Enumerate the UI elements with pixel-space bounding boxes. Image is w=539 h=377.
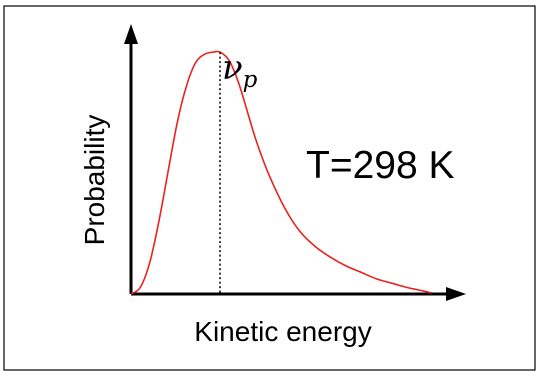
y-axis-arrow [124,24,138,44]
peak-label: νp [222,48,258,93]
temperature-label: T=298 K [306,144,455,187]
peak-symbol: ν [222,48,243,88]
x-axis-label: Kinetic energy [194,316,371,347]
y-axis-label: Probability [79,115,110,246]
frame-border [3,5,536,371]
x-axis-arrow [446,287,466,301]
peak-subscript: p [243,67,258,93]
series-curve [130,50,433,295]
